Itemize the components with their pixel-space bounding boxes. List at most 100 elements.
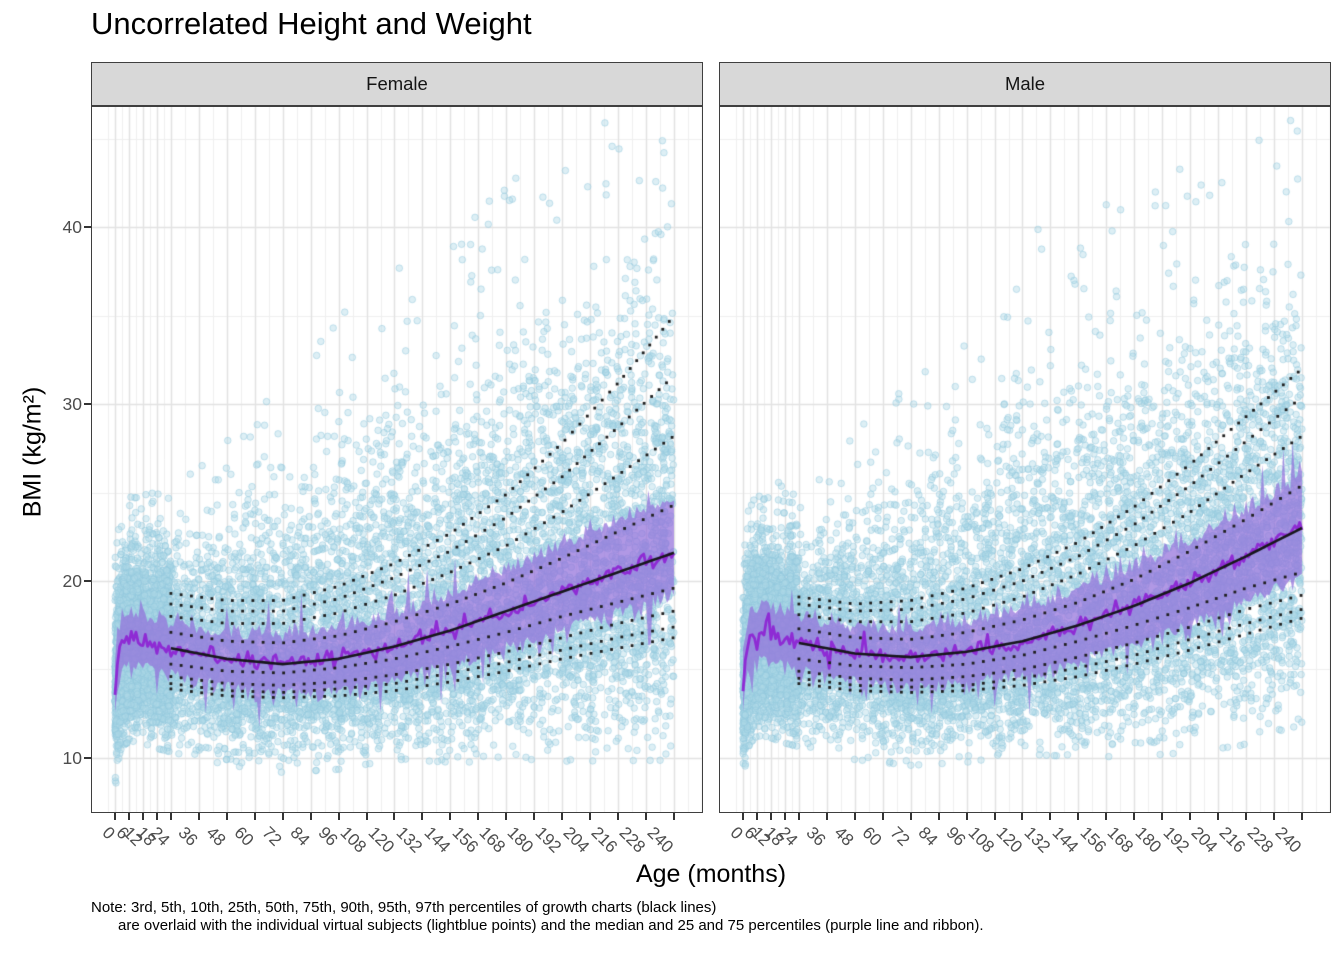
caption-note: Note: 3rd, 5th, 10th, 25th, 50th, 75th, … [91, 899, 984, 934]
x-axis-tick-label: 216 [587, 823, 622, 857]
x-axis-tick-label: 204 [1187, 823, 1222, 857]
x-axis-tick-mark [645, 813, 647, 820]
x-axis-tick-label: 60 [858, 823, 886, 850]
x-axis-tick-label: 120 [992, 823, 1026, 857]
plot-title: Uncorrelated Height and Weight [91, 6, 532, 41]
x-axis-tick-mark [672, 813, 675, 820]
x-axis-tick-mark [1077, 813, 1080, 820]
x-axis-tick-label: 216 [1215, 823, 1250, 857]
x-axis-tick-mark [477, 813, 480, 820]
x-axis-tick-label: 132 [1020, 823, 1054, 857]
x-axis-tick-mark [589, 813, 592, 820]
panel-canvas-male [719, 106, 1331, 813]
x-axis-tick-mark [783, 813, 786, 820]
x-axis-tick-mark [253, 813, 256, 820]
x-axis-tick-label: 36 [174, 823, 202, 850]
x-axis-tick-label: 180 [503, 823, 538, 857]
x-axis-tick-mark [169, 813, 172, 820]
x-axis-tick-label: 192 [531, 823, 566, 857]
y-axis-tick-mark [84, 756, 91, 759]
x-axis-tick-mark [909, 813, 912, 820]
panel-female [91, 106, 703, 813]
x-axis-tick-label: 48 [830, 823, 858, 850]
x-axis-tick-mark [533, 813, 536, 820]
x-axis-tick-label: 60 [230, 823, 258, 850]
x-axis-tick-mark [365, 813, 368, 820]
x-axis-tick-label: 240 [643, 823, 678, 857]
x-axis-tick-label: 84 [286, 823, 314, 850]
y-axis-tick-label: 10 [62, 747, 82, 768]
x-axis-tick-label: 48 [202, 823, 230, 850]
y-axis-tick-mark [84, 403, 91, 406]
x-axis-tick-mark [127, 813, 130, 820]
x-axis-tick-mark [617, 813, 620, 820]
x-axis-tick-mark [1133, 813, 1136, 820]
x-axis-tick-label: 144 [420, 823, 454, 857]
x-axis-tick-mark [881, 813, 884, 820]
x-axis-tick-mark [141, 813, 144, 820]
y-axis-tick-mark [84, 226, 91, 229]
x-axis-tick-mark [1105, 813, 1108, 820]
x-axis-tick-label: 36 [802, 823, 830, 850]
y-axis-tick-label: 30 [62, 394, 82, 415]
x-axis-tick-mark [561, 813, 564, 820]
caption-note-line2: are overlaid with the individual virtual… [118, 916, 984, 934]
x-axis-tick-mark [742, 813, 744, 820]
x-axis-tick-mark [965, 813, 968, 820]
x-axis-tick-mark [505, 813, 508, 820]
x-axis-tick-label: 72 [886, 823, 914, 850]
x-axis-tick-mark [993, 813, 996, 820]
x-axis-tick-mark [155, 813, 158, 820]
x-axis-tick-label: 156 [448, 823, 482, 857]
x-axis-tick-label: 120 [364, 823, 398, 857]
x-axis-tick-mark [1189, 813, 1192, 820]
x-axis-tick-mark [393, 813, 396, 820]
x-axis-tick-mark [421, 813, 424, 820]
x-axis-tick-mark [1217, 813, 1220, 820]
x-axis-tick-mark [337, 813, 340, 820]
x-axis-tick-mark [1021, 813, 1024, 820]
x-axis-tick-label: 132 [392, 823, 426, 857]
x-axis-tick-mark [1161, 813, 1164, 820]
caption-note-line1: Note: 3rd, 5th, 10th, 25th, 50th, 75th, … [91, 899, 717, 916]
x-axis-tick-label: 168 [476, 823, 510, 857]
facet-female: Female 0 6 12 18 24 36 48 60 72 84 96 108 120 132 144 15… [91, 62, 703, 873]
y-axis-tick-label: 40 [62, 217, 82, 238]
x-axis-tick-label: 84 [914, 823, 942, 850]
x-axis-tick-mark [449, 813, 452, 820]
x-axis-tick-label: 144 [1048, 823, 1082, 857]
x-axis-tick-mark [309, 813, 312, 820]
panel-canvas-female [91, 106, 703, 813]
x-axis-tick-mark [114, 813, 116, 820]
x-axis-tick-mark [769, 813, 772, 820]
facet-male: Male 0 6 12 18 24 36 48 60 72 84 96 108 120 132 144 156 1… [719, 62, 1331, 873]
x-axis-tick-mark [1273, 813, 1275, 820]
x-axis-title: Age (months) [635, 860, 787, 888]
x-axis-tick-mark [281, 813, 284, 820]
facet-strip-female: Female [91, 62, 703, 106]
x-axis-tick-label: 108 [964, 823, 998, 857]
x-axis-tick-label: 72 [258, 823, 286, 850]
x-axis-tick-label: 180 [1131, 823, 1166, 857]
x-axis-tick-label: 168 [1104, 823, 1138, 857]
x-axis-tick-mark [197, 813, 200, 820]
x-axis-tick-mark [825, 813, 828, 820]
x-axis-tick-mark [797, 813, 800, 820]
panel-male [719, 106, 1331, 813]
x-axis-tick-mark [853, 813, 856, 820]
x-axis-tick-label: 240 [1271, 823, 1306, 857]
x-axis-tick-mark [1049, 813, 1052, 820]
x-axis-female: 0 6 12 18 24 36 48 60 72 84 96 108 120 132 144 156 168 18… [91, 813, 703, 873]
x-axis-tick-label: 204 [559, 823, 594, 857]
x-axis-tick-label: 108 [336, 823, 370, 857]
x-axis-male: 0 6 12 18 24 36 48 60 72 84 96 108 120 132 144 156 168 18… [719, 813, 1331, 873]
x-axis-tick-mark [937, 813, 940, 820]
x-axis-tick-label: 228 [1243, 823, 1278, 857]
x-axis-tick-mark [1300, 813, 1303, 820]
x-axis-tick-label: 156 [1076, 823, 1110, 857]
x-axis-tick-mark [1245, 813, 1248, 820]
x-axis-tick-label: 228 [615, 823, 650, 857]
x-axis-tick-mark [755, 813, 758, 820]
y-axis-tick-mark [84, 580, 91, 583]
y-axis-tick-label: 20 [62, 571, 82, 592]
